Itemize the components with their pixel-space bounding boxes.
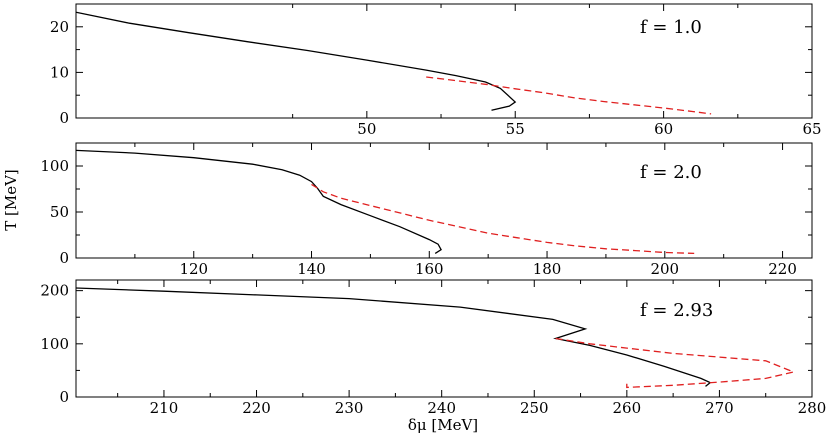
dashed-curve <box>311 183 695 255</box>
plot-frame <box>75 142 813 259</box>
panel-1: 50 55 60 65 0 10 20 f = 1.0 <box>50 3 822 138</box>
solid-curve <box>76 149 442 254</box>
solid-curve <box>76 287 712 387</box>
x-tick-label: 210 <box>150 399 179 417</box>
x-tick-label: 250 <box>520 399 549 417</box>
x-tick-label: 220 <box>242 399 271 417</box>
x-tick-label: 160 <box>415 260 444 278</box>
x-tick-label: 260 <box>613 399 642 417</box>
y-axis-title: T [MeV] <box>2 169 20 231</box>
x-tick-label: 65 <box>802 120 821 138</box>
plot-frame <box>75 3 813 119</box>
x-tick-label: 55 <box>506 120 525 138</box>
solid-curve <box>76 11 517 111</box>
panel-annotation: f = 2.0 <box>640 162 702 183</box>
y-tick-label: 200 <box>40 282 69 300</box>
panel-annotation: f = 1.0 <box>640 17 702 38</box>
panel-annotation: f = 2.93 <box>640 300 713 321</box>
x-tick-label: 230 <box>335 399 364 417</box>
x-tick-label: 220 <box>768 260 797 278</box>
y-tick-label: 100 <box>40 157 69 175</box>
x-tick-label: 50 <box>357 120 376 138</box>
x-tick-label: 180 <box>533 260 562 278</box>
x-tick-label: 270 <box>705 399 734 417</box>
plot-frame <box>75 279 813 398</box>
x-tick-label: 60 <box>654 120 673 138</box>
y-tick-label: 0 <box>59 388 69 406</box>
dashed-curve <box>555 337 796 389</box>
x-axis-title: δμ [MeV] <box>408 416 478 434</box>
panel-2: 120 140 160 180 200 220 0 50 100 f = 2.0 <box>40 142 813 278</box>
x-tick-label: 120 <box>179 260 208 278</box>
y-tick-label: 100 <box>40 335 69 353</box>
x-tick-label: 240 <box>427 399 456 417</box>
y-tick-label: 0 <box>59 249 69 267</box>
x-tick-label: 140 <box>297 260 326 278</box>
y-tick-label: 0 <box>59 109 69 127</box>
x-tick-label: 200 <box>650 260 679 278</box>
dashed-curve <box>426 76 712 115</box>
x-tick-label: 280 <box>798 399 827 417</box>
y-tick-label: 50 <box>50 203 69 221</box>
panel-3: 210 220 230 240 250 260 270 280 0 100 200 f = 2.93 <box>40 279 827 417</box>
y-tick-label: 20 <box>50 18 69 36</box>
y-tick-label: 10 <box>50 63 69 81</box>
